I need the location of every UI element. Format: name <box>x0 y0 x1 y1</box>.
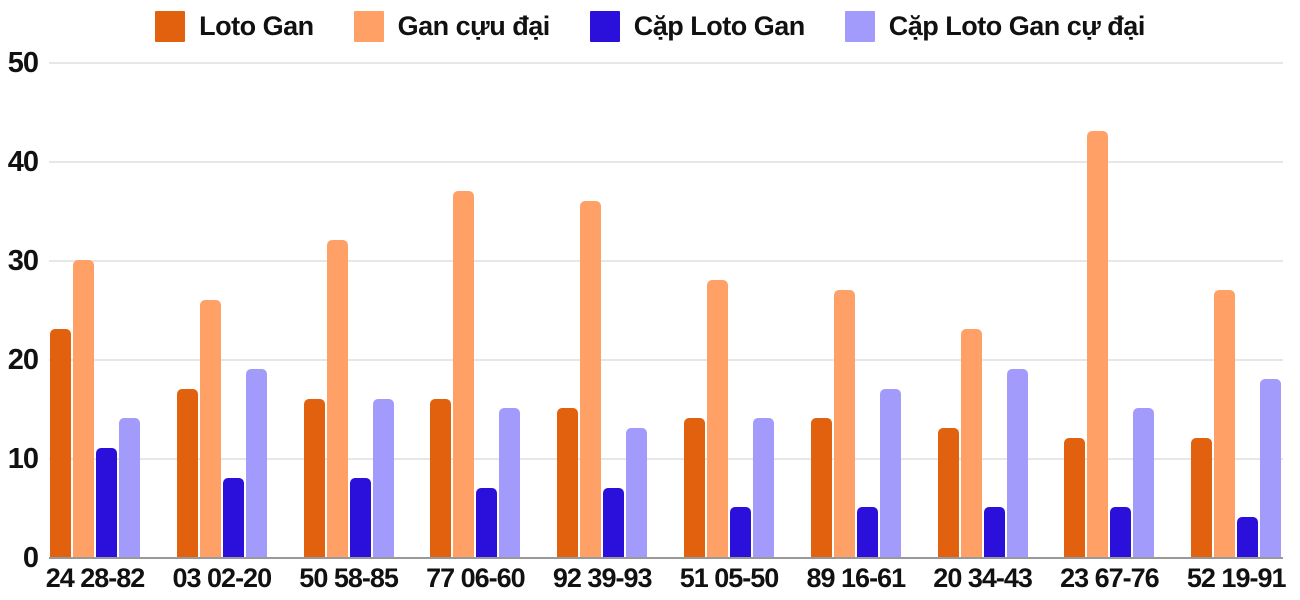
bar-cặp-loto-gan <box>983 507 1005 557</box>
legend-swatch-icon <box>155 11 186 42</box>
bar-loto-gan <box>1064 438 1086 557</box>
legend-label: Cặp Loto Gan cự đại <box>888 11 1146 41</box>
bar-cặp-loto-gan-cự-đại <box>372 399 394 557</box>
bar-group-52-19-91 <box>1191 0 1282 557</box>
legend-label: Loto Gan <box>199 11 314 41</box>
bar-loto-gan <box>557 408 579 557</box>
y-tick-label: 30 <box>7 245 39 277</box>
bar-cặp-loto-gan-cự-đại <box>1006 369 1028 557</box>
bar-gan-cựu-đại <box>73 260 94 557</box>
bar-loto-gan <box>176 389 198 557</box>
bar-loto-gan <box>50 329 71 557</box>
y-tick-label: 20 <box>7 344 39 376</box>
bar-group-77-06-60 <box>430 0 521 557</box>
x-axis-line <box>49 557 1283 559</box>
bar-loto-gan <box>1191 438 1213 557</box>
bar-gan-cựu-đại <box>1214 290 1236 557</box>
bar-cặp-loto-gan <box>730 507 751 557</box>
y-tick-label: 40 <box>7 146 39 178</box>
gridline-30 <box>49 260 1283 262</box>
gridline-20 <box>49 359 1283 361</box>
bar-group-50-58-85 <box>303 0 394 557</box>
bar-group-23-67-76 <box>1064 0 1155 557</box>
bar-group-20-34-43 <box>937 0 1028 557</box>
bar-cặp-loto-gan <box>856 507 878 557</box>
y-tick-label: 50 <box>7 47 39 79</box>
bar-loto-gan <box>810 418 832 557</box>
x-tick-label: 52 19-91 <box>1186 563 1287 593</box>
bar-cặp-loto-gan-cự-đại <box>1260 379 1282 557</box>
bar-cặp-loto-gan <box>603 488 625 557</box>
bar-cặp-loto-gan-cự-đại <box>1133 408 1155 557</box>
x-tick-label: 50 58-85 <box>299 563 399 593</box>
bar-gan-cựu-đại <box>326 240 348 557</box>
bar-group-92-39-93 <box>557 0 648 557</box>
bar-loto-gan <box>684 418 705 557</box>
bar-gan-cựu-đại <box>199 300 221 557</box>
bar-cặp-loto-gan-cự-đại <box>245 369 267 557</box>
bar-gan-cựu-đại <box>580 201 602 557</box>
bar-cặp-loto-gan <box>1110 507 1132 557</box>
legend-swatch-icon <box>844 11 875 42</box>
bar-gan-cựu-đại <box>960 329 982 557</box>
gridline-10 <box>49 458 1283 460</box>
legend-swatch-icon <box>589 11 620 42</box>
bar-cặp-loto-gan-cự-đại <box>879 389 901 557</box>
bar-gan-cựu-đại <box>453 191 475 557</box>
bar-group-03-02-20 <box>176 0 267 557</box>
legend-item-0[interactable]: Loto Gan <box>155 11 314 42</box>
bar-group-89-16-61 <box>810 0 901 557</box>
x-tick-label: 24 28-82 <box>45 563 146 593</box>
bar-cặp-loto-gan <box>476 488 498 557</box>
bar-gan-cựu-đại <box>707 280 728 557</box>
bar-loto-gan <box>303 399 325 557</box>
x-tick-label: 20 34-43 <box>933 563 1033 593</box>
bar-cặp-loto-gan <box>349 478 371 557</box>
bar-loto-gan <box>937 428 959 557</box>
chart-legend: Loto Gan Gan cựu đại Cặp Loto Gan Cặp Loto … <box>0 11 1300 42</box>
x-tick-label: 03 02-20 <box>172 563 273 593</box>
y-tick-label: 0 <box>22 542 39 574</box>
bar-cặp-loto-gan-cự-đại <box>753 418 774 557</box>
bar-cặp-loto-gan-cự-đại <box>119 418 140 557</box>
y-tick-label: 10 <box>7 443 39 475</box>
bar-loto-gan <box>430 399 452 557</box>
gridline-40 <box>49 161 1283 163</box>
bar-gan-cựu-đại <box>1087 131 1109 557</box>
legend-label: Cặp Loto Gan <box>633 11 806 41</box>
legend-swatch-icon <box>353 11 384 42</box>
legend-label: Gan cựu đại <box>397 11 551 41</box>
gridline-50 <box>49 62 1283 64</box>
bar-cặp-loto-gan-cự-đại <box>626 428 648 557</box>
legend-item-2[interactable]: Cặp Loto Gan <box>589 11 806 42</box>
bar-cặp-loto-gan <box>96 448 117 557</box>
bar-cặp-loto-gan <box>1237 517 1259 557</box>
bar-gan-cựu-đại <box>833 290 855 557</box>
bar-group-51-05-50 <box>684 0 774 557</box>
bar-cặp-loto-gan <box>222 478 244 557</box>
bar-group-24-28-82 <box>50 0 140 557</box>
x-tick-label: 51 05-50 <box>679 563 780 593</box>
legend-item-3[interactable]: Cặp Loto Gan cự đại <box>844 11 1146 42</box>
x-tick-label: 92 39-93 <box>552 563 653 593</box>
x-tick-label: 89 16-61 <box>806 563 907 593</box>
x-tick-label: 23 67-76 <box>1060 563 1160 593</box>
legend-item-1[interactable]: Gan cựu đại <box>353 11 551 42</box>
x-tick-label: 77 06-60 <box>426 563 526 593</box>
bar-cặp-loto-gan-cự-đại <box>499 408 521 557</box>
